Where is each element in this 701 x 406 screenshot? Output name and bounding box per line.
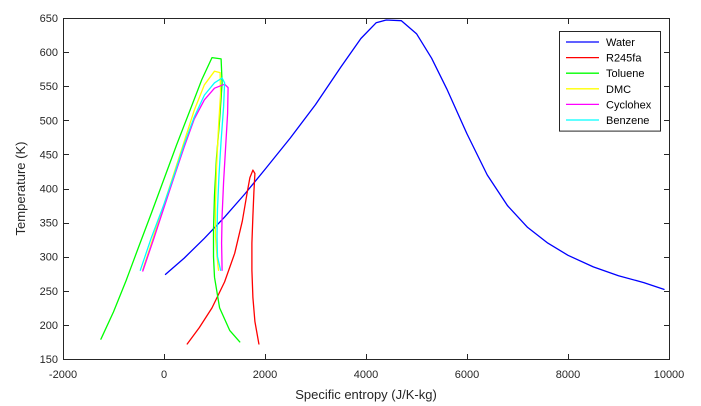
y-tick-label: 200 — [40, 320, 58, 332]
y-axis-label: Temperature (K) — [13, 142, 28, 236]
y-tick-label: 450 — [40, 149, 58, 161]
y-tick-label: 250 — [40, 286, 58, 298]
legend-entry-dmc: DMC — [606, 84, 631, 96]
x-tick-label: 0 — [161, 369, 167, 381]
y-tick-label: 650 — [40, 13, 58, 25]
legend-box — [559, 31, 661, 132]
ticks-layer: -2000 0 2000 4000 6000 8000 10000 150 200 250 300 3… — [40, 13, 685, 381]
y-tick-label: 300 — [40, 252, 58, 264]
y-tick-label: 550 — [40, 81, 58, 93]
y-tick-label: 150 — [40, 354, 58, 366]
y-tick-label: 400 — [40, 184, 58, 196]
series-layer — [100, 19, 665, 345]
x-tick-label: 10000 — [654, 369, 685, 381]
series-line-cyclohex — [142, 83, 229, 272]
legend-entry-cyclohex: Cyclohex — [606, 99, 652, 111]
y-tick-label: 350 — [40, 218, 58, 230]
x-tick-label: 4000 — [354, 369, 378, 381]
legend-entry-r245fa: R245fa — [606, 53, 642, 65]
x-axis-label: Specific entropy (J/K-kg) — [295, 387, 437, 402]
legend-entry-water: Water — [606, 37, 635, 49]
legend-entry-toluene: Toluene — [606, 68, 645, 80]
x-tick-label: 2000 — [253, 369, 277, 381]
y-tick-label: 600 — [40, 47, 58, 59]
legend: Water R245fa Toluene DMC Cyclohex Benzene — [559, 31, 661, 132]
x-tick-label: 6000 — [455, 369, 479, 381]
series-line-benzene — [139, 77, 226, 271]
y-tick-label: 500 — [40, 115, 58, 127]
series-line-toluene — [100, 56, 241, 343]
x-tick-label: 8000 — [556, 369, 580, 381]
series-line-r245fa — [186, 169, 260, 345]
x-tick-label: -2000 — [49, 369, 77, 381]
legend-entry-benzene: Benzene — [606, 115, 649, 127]
